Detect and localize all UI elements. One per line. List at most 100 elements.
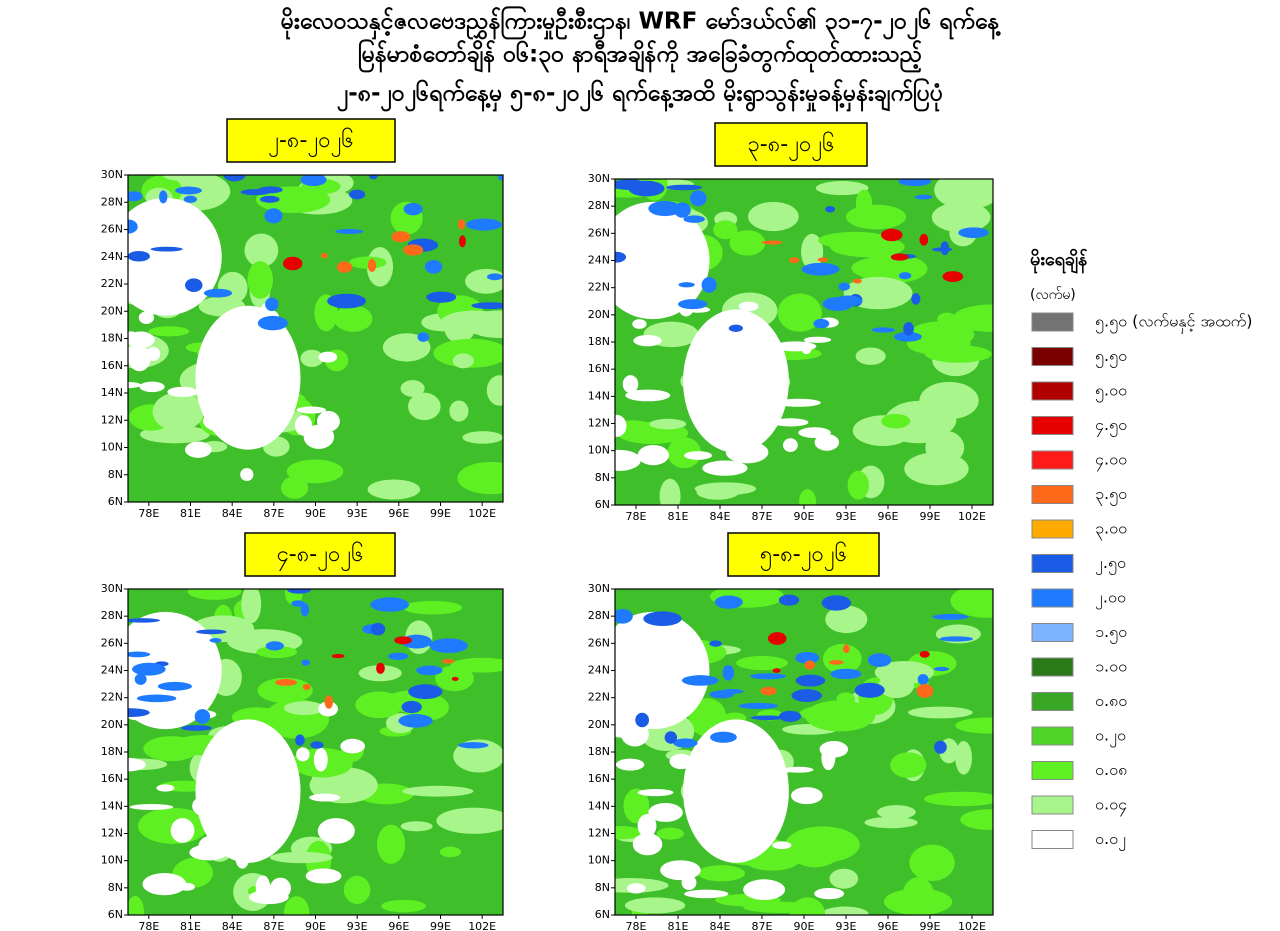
lat-label: 6N: [108, 495, 123, 508]
heavy-rain: [934, 740, 947, 754]
lat-label: 10N: [588, 444, 610, 457]
dry-patch: [790, 787, 823, 805]
heavy-rain: [791, 689, 822, 703]
light-rain: [402, 600, 463, 615]
heavy-rain: [673, 738, 698, 748]
map-field: [128, 175, 503, 502]
lon-label: 93E: [836, 920, 857, 931]
dry-patch: [782, 438, 798, 452]
dry-patch: [128, 331, 155, 349]
light-rain: [953, 304, 993, 332]
dry-patch: [170, 818, 195, 843]
light-rain: [667, 437, 702, 469]
dry-patch: [142, 873, 187, 896]
lat-label: 24N: [101, 250, 123, 263]
heavy-rain: [128, 219, 138, 234]
light-rain: [433, 338, 503, 368]
storm-rain: [817, 257, 829, 263]
heavy-rain: [486, 273, 503, 281]
dry-area: [615, 201, 710, 320]
dry-patch: [705, 820, 735, 847]
dry-patch: [296, 406, 326, 414]
storm-rain: [789, 257, 800, 264]
legend-label: ၃.၀၀: [1095, 519, 1127, 541]
light-rain: [925, 345, 992, 363]
heavy-rain: [917, 673, 929, 685]
light-rain: [908, 706, 973, 719]
light-rain: [624, 897, 686, 914]
lat-label: 20N: [588, 718, 610, 731]
dry-patch: [145, 277, 186, 303]
heavy-rain: [136, 694, 177, 703]
lon-label: 99E: [920, 920, 941, 931]
dry-patch: [637, 445, 670, 466]
dry-patch: [128, 346, 149, 354]
heavy-rain: [128, 250, 150, 262]
storm-rain: [804, 660, 816, 670]
legend-swatch: [1031, 726, 1074, 746]
storm-rain: [367, 258, 377, 272]
heavy-rain: [471, 302, 503, 309]
heavy-rain: [157, 681, 192, 691]
light-rain: [697, 865, 746, 882]
light-rain: [348, 256, 387, 269]
dry-area: [683, 309, 789, 453]
storm-rain: [457, 219, 466, 230]
lon-label: 90E: [794, 920, 815, 931]
light-rain: [801, 233, 824, 270]
dry-patch: [156, 784, 175, 792]
light-rain: [244, 233, 279, 268]
heavy-rain: [778, 594, 800, 606]
light-rain: [959, 179, 993, 195]
light-rain: [163, 175, 217, 182]
dry-patch: [632, 833, 663, 856]
storm-rain: [761, 240, 783, 245]
dry-patch: [801, 341, 812, 355]
dry-patch: [253, 362, 280, 386]
dry-patch: [317, 818, 355, 844]
dry-patch: [129, 803, 174, 810]
dry-area: [615, 611, 710, 730]
legend-swatch: [1031, 830, 1074, 849]
lat-label: 24N: [588, 254, 610, 267]
lon-label: 81E: [668, 920, 689, 931]
heavy-rain: [795, 651, 820, 664]
light-rain: [436, 807, 503, 834]
storm-rain: [919, 650, 930, 658]
light-rain: [402, 785, 474, 797]
dry-patch: [814, 433, 840, 451]
heavy-rain: [838, 282, 850, 291]
dry-patch: [309, 793, 341, 802]
lat-label: 18N: [588, 745, 610, 758]
heavy-rain: [714, 595, 743, 609]
light-rain: [659, 478, 681, 505]
storm-rain: [881, 228, 903, 242]
dry-patch: [615, 712, 640, 738]
dry-patch: [192, 794, 228, 818]
storm-rain: [760, 686, 777, 696]
lat-label: 16N: [101, 359, 123, 372]
light-rain: [822, 643, 862, 674]
lon-label: 87E: [263, 507, 284, 520]
dry-patch: [669, 753, 693, 770]
dry-patch: [684, 889, 729, 899]
heavy-rain: [424, 259, 443, 274]
storm-rain: [320, 253, 329, 259]
heavy-rain: [257, 315, 288, 331]
heavy-rain: [335, 228, 364, 234]
lon-label: 78E: [626, 920, 647, 931]
heavy-rain: [821, 595, 852, 611]
lat-label: 28N: [101, 195, 123, 208]
date-box: [727, 532, 880, 577]
light-rain: [457, 461, 503, 495]
light-rain: [440, 310, 503, 334]
heavy-rain: [643, 611, 682, 627]
dry-patch: [743, 879, 786, 901]
heavy-rain: [939, 636, 974, 642]
heavy-rain: [498, 175, 503, 181]
light-rain: [300, 349, 324, 368]
light-rain: [736, 655, 788, 671]
light-rain: [845, 204, 907, 230]
heavy-rain: [615, 251, 627, 263]
dry-patch: [702, 460, 748, 476]
